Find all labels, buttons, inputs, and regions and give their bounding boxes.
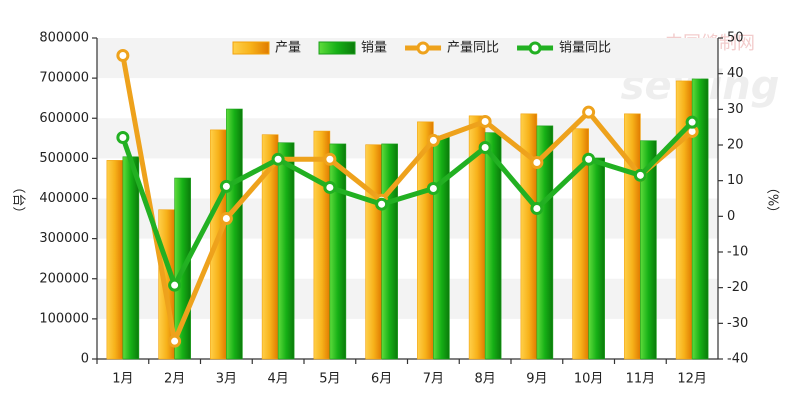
line xyxy=(120,55,694,344)
point xyxy=(323,180,337,194)
x-tick-label: 7月 xyxy=(423,372,444,387)
bar xyxy=(329,143,347,360)
bar xyxy=(640,140,657,360)
y2-tick-label: -40 xyxy=(727,352,748,367)
point xyxy=(530,155,544,169)
y-tick-label: 700000 xyxy=(39,71,89,86)
bar xyxy=(277,142,295,360)
legend-label: 销量同比 xyxy=(559,41,611,56)
x-tick-label: 1月 xyxy=(112,372,133,387)
point xyxy=(323,152,337,166)
point xyxy=(426,133,440,147)
point xyxy=(168,334,182,348)
x-tick-label: 5月 xyxy=(319,372,340,387)
y-tick-label: 800000 xyxy=(39,31,89,46)
y2-tick-label: -20 xyxy=(727,280,748,295)
point xyxy=(633,168,647,182)
bar xyxy=(106,160,124,360)
y2-tick-label: -30 xyxy=(727,316,748,331)
y-axis-label: （台） xyxy=(11,180,26,219)
x-tick-label: 11月 xyxy=(626,372,656,387)
point xyxy=(426,182,440,196)
point xyxy=(219,179,233,193)
legend-label: 产量 xyxy=(275,41,301,56)
bar xyxy=(226,108,243,360)
legend-swatch xyxy=(232,41,270,55)
bar xyxy=(536,125,554,360)
y2-tick-label: 50 xyxy=(727,31,744,46)
y-tick-label: 500000 xyxy=(39,151,89,166)
point xyxy=(582,152,596,166)
bar xyxy=(484,132,502,360)
y2-tick-label: 0 xyxy=(727,209,735,224)
line xyxy=(120,120,694,288)
x-tick-label: 12月 xyxy=(677,372,707,387)
point xyxy=(478,140,492,154)
y2-tick-label: -10 xyxy=(727,245,748,260)
y2-tick-label: 40 xyxy=(727,66,744,81)
y2-tick-label: 20 xyxy=(727,138,744,153)
legend-point xyxy=(416,41,430,55)
point xyxy=(116,48,130,62)
bar xyxy=(122,156,140,360)
x-tick-label: 3月 xyxy=(216,372,237,387)
legend-label: 销量 xyxy=(361,41,387,56)
point xyxy=(530,201,544,215)
x-tick-label: 10月 xyxy=(574,372,604,387)
grid-band xyxy=(97,38,718,79)
y2-tick-label: 30 xyxy=(727,102,744,117)
grid-band xyxy=(97,118,718,159)
bar xyxy=(588,157,605,360)
point xyxy=(685,115,699,129)
bar xyxy=(691,78,709,360)
x-tick-label: 2月 xyxy=(164,372,185,387)
x-tick-label: 9月 xyxy=(526,372,547,387)
y-tick-label: 200000 xyxy=(39,271,89,286)
legend-label: 产量同比 xyxy=(447,41,499,56)
y-tick-label: 300000 xyxy=(39,231,89,246)
point xyxy=(375,197,389,211)
y2-tick-label: 10 xyxy=(727,173,744,188)
point xyxy=(116,131,130,145)
point xyxy=(271,152,285,166)
bar xyxy=(365,144,382,360)
point xyxy=(168,278,182,292)
x-tick-label: 8月 xyxy=(474,372,495,387)
x-tick-label: 4月 xyxy=(267,372,288,387)
y-tick-label: 400000 xyxy=(39,191,89,206)
point xyxy=(219,211,233,225)
point xyxy=(582,105,596,119)
x-tick-label: 6月 xyxy=(371,372,392,387)
bar xyxy=(433,135,450,360)
y-tick-label: 100000 xyxy=(39,311,89,326)
y-tick-label: 0 xyxy=(81,352,89,367)
point xyxy=(478,114,492,128)
y2-axis-label: （%） xyxy=(765,181,780,219)
bar xyxy=(624,113,641,360)
y-tick-label: 600000 xyxy=(39,111,89,126)
bar xyxy=(381,143,398,360)
legend-swatch xyxy=(318,41,356,55)
legend-point xyxy=(528,41,542,55)
